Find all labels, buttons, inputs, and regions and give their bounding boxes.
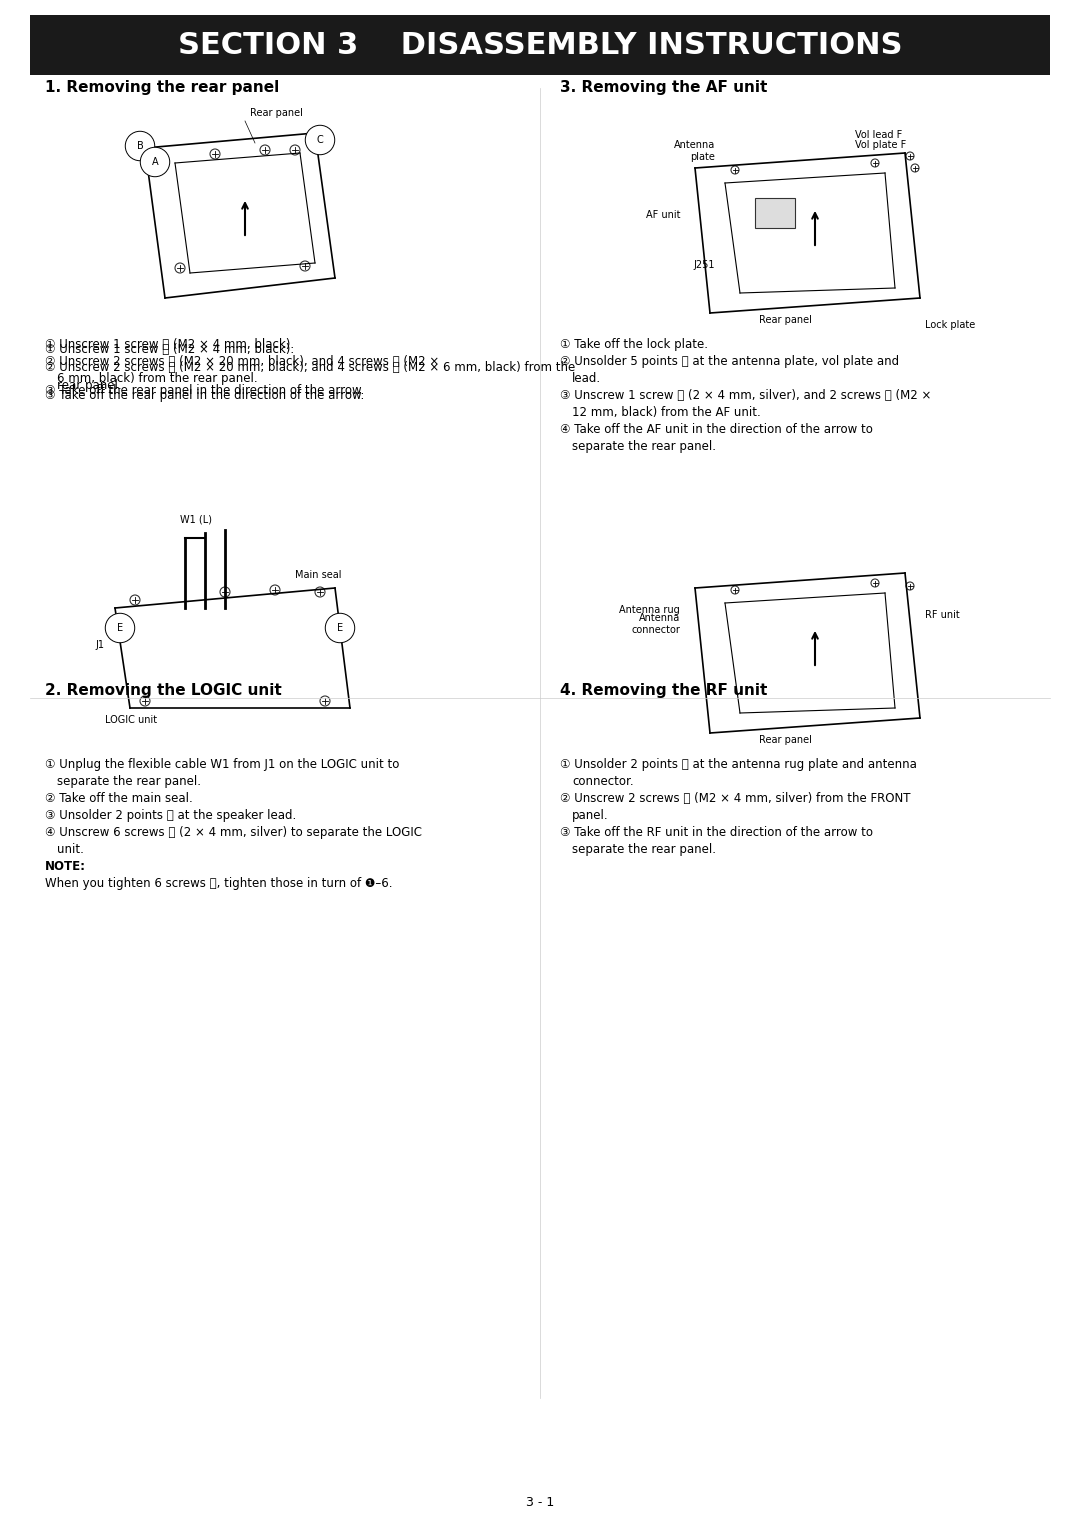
Text: J1: J1 <box>95 640 104 649</box>
Text: ④ Unscrew 6 screws Ⓔ (2 × 4 mm, silver) to separate the LOGIC: ④ Unscrew 6 screws Ⓔ (2 × 4 mm, silver) … <box>45 827 422 839</box>
Text: B: B <box>137 141 144 151</box>
Text: ② Take off the main seal.: ② Take off the main seal. <box>45 792 192 805</box>
Text: 3 - 1: 3 - 1 <box>526 1496 554 1510</box>
Text: Rear panel: Rear panel <box>758 315 811 325</box>
Text: Vol plate F: Vol plate F <box>855 141 906 150</box>
Text: A: A <box>151 157 159 167</box>
Text: E: E <box>337 623 343 633</box>
Text: unit.: unit. <box>57 843 84 856</box>
Text: ① Unscrew 1 screw Ⓐ (M2 × 4 mm, black).: ① Unscrew 1 screw Ⓐ (M2 × 4 mm, black). <box>45 338 294 351</box>
FancyBboxPatch shape <box>755 199 795 228</box>
Text: 6 mm, black) from the rear panel.: 6 mm, black) from the rear panel. <box>57 371 258 385</box>
FancyBboxPatch shape <box>30 15 1050 75</box>
Text: connector.: connector. <box>572 775 634 788</box>
Text: J251: J251 <box>693 260 715 270</box>
Text: separate the rear panel.: separate the rear panel. <box>572 440 716 452</box>
Text: ③ Take off the rear panel in the direction of the arrow.: ③ Take off the rear panel in the directi… <box>45 384 364 397</box>
Text: ② Unscrew 2 screws Ⓑ (M2 × 20 mm, black), and 4 screws Ⓒ (M2 ×: ② Unscrew 2 screws Ⓑ (M2 × 20 mm, black)… <box>45 354 440 368</box>
Text: Main seal: Main seal <box>295 570 341 581</box>
Text: ② Unsolder 5 points Ⓕ at the antenna plate, vol plate and: ② Unsolder 5 points Ⓕ at the antenna pla… <box>561 354 900 368</box>
Text: rear panel.: rear panel. <box>57 379 122 393</box>
Text: ③ Unscrew 1 screw Ⓖ (2 × 4 mm, silver), and 2 screws Ⓗ (M2 ×: ③ Unscrew 1 screw Ⓖ (2 × 4 mm, silver), … <box>561 390 931 402</box>
Text: 2. Removing the LOGIC unit: 2. Removing the LOGIC unit <box>45 683 282 698</box>
Text: Rear panel: Rear panel <box>249 108 302 118</box>
Text: ① Take off the lock plate.: ① Take off the lock plate. <box>561 338 708 351</box>
Text: 4. Removing the RF unit: 4. Removing the RF unit <box>561 683 768 698</box>
Text: 1. Removing the rear panel: 1. Removing the rear panel <box>45 79 280 95</box>
Text: ③ Take off the RF unit in the direction of the arrow to: ③ Take off the RF unit in the direction … <box>561 827 873 839</box>
Text: ③ Unsolder 2 points ⓓ at the speaker lead.: ③ Unsolder 2 points ⓓ at the speaker lea… <box>45 808 296 822</box>
Text: NOTE:: NOTE: <box>45 860 86 872</box>
Text: lead.: lead. <box>572 371 602 385</box>
Text: AF unit: AF unit <box>646 209 680 220</box>
Text: Lock plate: Lock plate <box>924 319 975 330</box>
Text: C: C <box>316 134 323 145</box>
Text: panel.: panel. <box>572 808 609 822</box>
Text: separate the rear panel.: separate the rear panel. <box>572 843 716 856</box>
Text: When you tighten 6 screws Ⓔ, tighten those in turn of ❶–6.: When you tighten 6 screws Ⓔ, tighten tho… <box>45 877 392 889</box>
Text: ① Unplug the flexible cable W1 from J1 on the LOGIC unit to: ① Unplug the flexible cable W1 from J1 o… <box>45 758 400 772</box>
Text: LOGIC unit: LOGIC unit <box>105 715 157 724</box>
Text: Antenna rug: Antenna rug <box>619 605 680 614</box>
Text: SECTION 3    DISASSEMBLY INSTRUCTIONS: SECTION 3 DISASSEMBLY INSTRUCTIONS <box>178 31 902 60</box>
Text: separate the rear panel.: separate the rear panel. <box>57 775 201 788</box>
Text: 3. Removing the AF unit: 3. Removing the AF unit <box>561 79 768 95</box>
Text: Antenna
connector: Antenna connector <box>631 613 680 636</box>
Text: ④ Take off the AF unit in the direction of the arrow to: ④ Take off the AF unit in the direction … <box>561 423 873 435</box>
Text: Vol lead F: Vol lead F <box>855 130 902 141</box>
Text: 12 mm, black) from the AF unit.: 12 mm, black) from the AF unit. <box>572 406 760 419</box>
Text: Antenna
plate: Antenna plate <box>674 141 715 162</box>
Text: ① Unscrew 1 screw Ⓐ (M2 × 4 mm, black).: ① Unscrew 1 screw Ⓐ (M2 × 4 mm, black). <box>45 342 294 356</box>
Text: ① Unsolder 2 points Ⓘ at the antenna rug plate and antenna: ① Unsolder 2 points Ⓘ at the antenna rug… <box>561 758 917 772</box>
Text: ② Unscrew 2 screws Ⓑ (M2 × 20 mm, black), and 4 screws Ⓒ (M2 × 6 mm, black) from: ② Unscrew 2 screws Ⓑ (M2 × 20 mm, black)… <box>45 361 576 374</box>
Text: ② Unscrew 2 screws Ⓙ (M2 × 4 mm, silver) from the FRONT: ② Unscrew 2 screws Ⓙ (M2 × 4 mm, silver)… <box>561 792 910 805</box>
Text: E: E <box>117 623 123 633</box>
Text: Rear panel: Rear panel <box>758 735 811 746</box>
Text: W1 (L): W1 (L) <box>180 515 212 526</box>
Text: RF unit: RF unit <box>924 610 960 620</box>
Text: ③ Take off the rear panel in the direction of the arrow.: ③ Take off the rear panel in the directi… <box>45 390 364 402</box>
